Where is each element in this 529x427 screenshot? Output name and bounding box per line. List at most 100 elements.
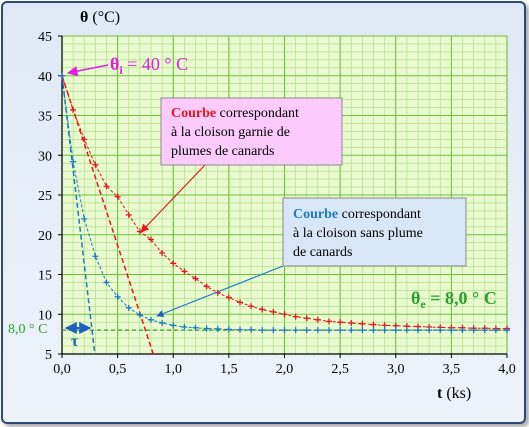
- data-point: [359, 327, 366, 334]
- theta-e-sub: e: [420, 297, 426, 311]
- x-tick-label: 1,0: [165, 362, 183, 377]
- red-annotation-line1: Courbe correspondant: [171, 106, 299, 121]
- data-point: [381, 327, 388, 334]
- data-point: [326, 318, 332, 325]
- x-axis-symbol: t: [437, 385, 443, 402]
- data-point: [125, 304, 132, 311]
- grid: [61, 35, 508, 355]
- blue-annotation-line3: de canards: [293, 245, 352, 260]
- data-point: [92, 253, 99, 260]
- data-point: [259, 306, 266, 313]
- x-tick-label: 3,0: [387, 362, 405, 377]
- tangent-lines: [61, 75, 154, 355]
- data-point: [281, 311, 288, 318]
- y-tick-label: 30: [38, 149, 52, 164]
- annotations: θ (°C) t (ks) θi = 40 ° C θe = 8,0 ° C 8…: [8, 9, 497, 402]
- red-annotation-line3: plumes de canards: [171, 144, 274, 159]
- y-tick-label: 35: [38, 110, 52, 125]
- data-point: [103, 279, 110, 286]
- data-point: [114, 193, 121, 200]
- y-tick-label: 5: [45, 348, 52, 363]
- data-point: [337, 327, 344, 334]
- blue-annotation-word: Courbe: [293, 207, 338, 222]
- data-point: [159, 250, 166, 257]
- data-point: [359, 320, 366, 327]
- data-point: [270, 327, 277, 334]
- data-point: [437, 327, 444, 334]
- x-tick-label: 2,0: [276, 362, 294, 377]
- tick-labels: 0,0 0,5 1,0 1,5 2,0 2,5 3,0 3,5 4,0 5 10 15 20 25 30 35…: [38, 30, 516, 377]
- data-point: [504, 327, 510, 334]
- hline-label: 8,0 ° C: [8, 322, 47, 337]
- red-annotation-pointer: [140, 164, 206, 233]
- y-tick-label: 15: [38, 269, 52, 284]
- x-axis-unit: (ks): [442, 385, 471, 402]
- data-point: [314, 327, 321, 334]
- theta-e-text: = 8,0 ° C: [426, 288, 497, 308]
- data-point: [481, 327, 488, 334]
- y-axis-title: θ (°C): [80, 9, 120, 26]
- theta-i-label: θi = 40 ° C: [110, 54, 188, 77]
- data-point: [281, 327, 288, 334]
- data-point: [81, 136, 88, 143]
- data-point: [59, 72, 65, 79]
- x-tick-label: 4,0: [498, 362, 516, 377]
- x-tick-label: 0,0: [53, 362, 71, 377]
- x-tick-label: 2,5: [331, 362, 349, 377]
- data-point: [415, 327, 421, 334]
- data-point: [448, 327, 455, 334]
- data-point: [337, 319, 344, 326]
- data-point: [348, 327, 355, 334]
- tau-label: τ: [71, 333, 79, 350]
- red-annotation-line2: à la cloison garnie de: [171, 125, 290, 140]
- x-tick-label: 0,5: [109, 362, 127, 377]
- y-tick-label: 45: [38, 30, 52, 45]
- theta-i-symbol: θ: [110, 54, 119, 74]
- data-point: [348, 319, 355, 326]
- data-point: [292, 327, 299, 334]
- data-point: [237, 326, 243, 333]
- data-point: [92, 161, 99, 168]
- blue-annotation-line2: à la cloison sans plume: [293, 226, 423, 241]
- data-point: [248, 326, 255, 333]
- data-point: [225, 294, 232, 301]
- theta-i-text: = 40 ° C: [123, 54, 188, 74]
- data-point: [270, 308, 277, 315]
- data-point: [136, 312, 143, 319]
- data-point: [181, 268, 188, 275]
- theta-e-label: θe = 8,0 ° C: [411, 288, 497, 311]
- data-point: [370, 321, 377, 328]
- data-point: [170, 322, 177, 329]
- data-point: [237, 299, 243, 306]
- red-annotation-word: Courbe: [171, 106, 216, 121]
- y-tick-label: 40: [38, 70, 52, 85]
- data-point: [192, 324, 199, 331]
- data-point: [370, 327, 377, 334]
- data-point: [259, 327, 266, 334]
- data-point: [81, 215, 88, 222]
- y-tick-label: 20: [38, 229, 52, 244]
- theta-e-symbol: θ: [411, 288, 420, 308]
- data-point: [114, 293, 121, 300]
- data-point: [292, 313, 299, 320]
- data-point: [392, 327, 399, 334]
- y-axis-symbol: θ: [80, 9, 88, 26]
- y-tick-label: 25: [38, 189, 52, 204]
- data-point: [403, 327, 410, 334]
- data-point: [459, 327, 466, 334]
- y-tick-label: 10: [38, 308, 52, 323]
- data-point: [103, 183, 110, 190]
- data-point: [181, 323, 188, 330]
- series-layer: [59, 72, 510, 334]
- data-point: [248, 303, 255, 310]
- data-point: [70, 106, 77, 113]
- data-point: [470, 327, 477, 334]
- blue-annotation-pointer: [156, 265, 284, 317]
- data-point: [303, 327, 310, 334]
- data-point: [192, 275, 199, 282]
- theta-i-sub: i: [119, 63, 123, 77]
- data-point: [148, 316, 154, 323]
- data-point: [70, 158, 77, 165]
- x-axis-title: t (ks): [437, 385, 471, 402]
